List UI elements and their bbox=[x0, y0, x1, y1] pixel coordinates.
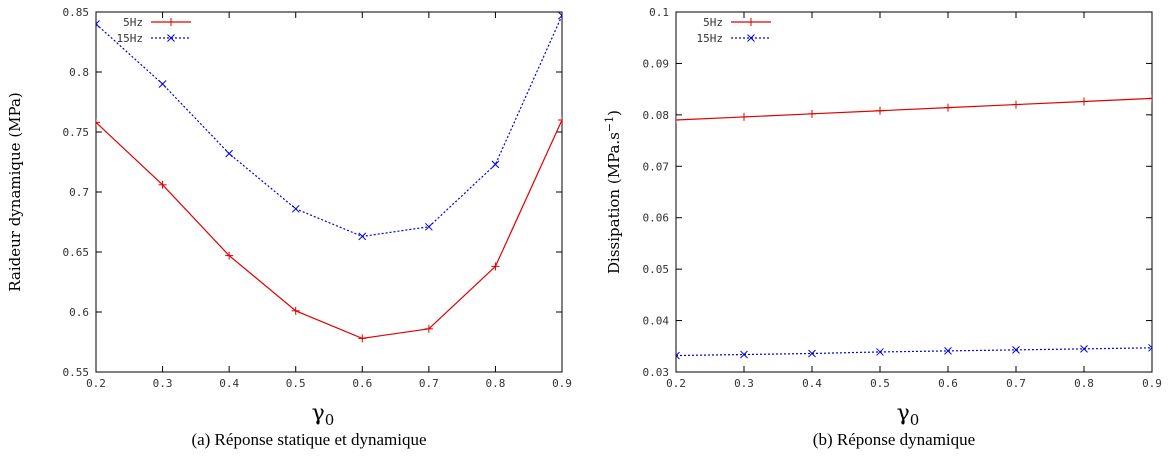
chart-b-point-15Hz bbox=[876, 348, 884, 356]
chart-a-plot-frame bbox=[95, 11, 563, 373]
chart-a-series-5Hz bbox=[96, 116, 562, 343]
chart-b-xtick-label: 0.4 bbox=[802, 377, 822, 390]
chart-a-point-5Hz bbox=[491, 262, 500, 271]
chart-b-series-5Hz bbox=[676, 94, 1152, 124]
chart-a-line-5Hz bbox=[96, 119, 562, 340]
chart-a-point-5Hz bbox=[96, 118, 100, 127]
chart-a-series-15Hz bbox=[96, 12, 562, 241]
chart-b-point-15Hz bbox=[1148, 343, 1152, 352]
chart-a-xtick-label: 0.8 bbox=[485, 377, 505, 390]
chart-a-ytick-label: 0.75 bbox=[63, 126, 90, 139]
chart-b-line-15Hz bbox=[676, 347, 1152, 357]
chart-raideur-dynamique: 0.2 0.3 0.4 0.5 0.6 0.7 0.8 0.9 0.55 0.6 0.65 0.7 0.… bbox=[6, 6, 572, 449]
chart-a-point-15Hz bbox=[491, 160, 500, 169]
chart-a-point-15Hz bbox=[558, 12, 562, 20]
chart-b-xtick-label: 0.8 bbox=[1074, 377, 1094, 390]
chart-a-ytick-label: 0.7 bbox=[69, 186, 89, 199]
chart-a-xtick-label: 0.5 bbox=[286, 377, 306, 390]
chart-a-ytick-label: 0.6 bbox=[69, 306, 89, 319]
chart-b-ytick-label: 0.08 bbox=[643, 109, 670, 122]
chart-b-ytick-label: 0.09 bbox=[643, 57, 670, 70]
chart-b-ytick-label: 0.03 bbox=[643, 366, 670, 379]
chart-a-xtick-label: 0.6 bbox=[352, 377, 372, 390]
chart-b-point-5Hz bbox=[1080, 97, 1088, 106]
chart-a-legend-marker-5Hz bbox=[167, 18, 175, 26]
chart-a-point-15Hz bbox=[358, 232, 367, 241]
chart-b-xlabel: γ0 bbox=[897, 401, 920, 429]
chart-b-legend-marker-5Hz bbox=[747, 18, 755, 26]
chart-b-ytick-label: 0.1 bbox=[649, 6, 669, 19]
chart-a-point-15Hz bbox=[291, 204, 300, 213]
chart-a-xtick-label: 0.7 bbox=[419, 377, 439, 390]
chart-b-svg: 0.2 0.3 0.4 0.5 0.6 0.7 0.8 0.9 0.03 0.04 0.05 0.06… bbox=[603, 6, 1162, 449]
chart-a-legend-label-15Hz: 15Hz bbox=[117, 32, 144, 45]
chart-a-ylabel: Raideur dynamique (MPa) bbox=[6, 92, 24, 292]
chart-a-point-15Hz bbox=[225, 149, 233, 158]
chart-b-point-5Hz bbox=[676, 116, 680, 124]
chart-a-point-15Hz bbox=[96, 20, 100, 28]
chart-a-ytick-label: 0.85 bbox=[63, 6, 90, 19]
chart-b-point-15Hz bbox=[1012, 346, 1020, 354]
chart-b-ytick-label: 0.05 bbox=[643, 263, 670, 276]
chart-b-xtick-label: 0.6 bbox=[938, 377, 958, 390]
chart-a-svg: 0.2 0.3 0.4 0.5 0.6 0.7 0.8 0.9 0.55 0.6 0.65 0.7 0.… bbox=[6, 6, 572, 449]
chart-a-ytick-label: 0.65 bbox=[63, 246, 90, 259]
chart-b-xtick-label: 0.2 bbox=[666, 377, 686, 390]
chart-b-xtick-label: 0.9 bbox=[1142, 377, 1162, 390]
chart-a-ytick-label: 0.55 bbox=[63, 366, 90, 379]
chart-b-point-5Hz bbox=[740, 112, 748, 121]
chart-a-point-5Hz bbox=[158, 180, 167, 189]
chart-dissipation: 0.2 0.3 0.4 0.5 0.6 0.7 0.8 0.9 0.03 0.04 0.05 0.06… bbox=[586, 0, 1172, 463]
chart-b-legend-label-5Hz: 5Hz bbox=[703, 16, 723, 29]
chart-b-point-15Hz bbox=[676, 351, 680, 360]
chart-a-point-15Hz bbox=[158, 80, 167, 88]
chart-b-legend-label-15Hz: 15Hz bbox=[697, 32, 724, 45]
chart-b-series-15Hz bbox=[676, 343, 1152, 360]
chart-a-xlabel: γ0 bbox=[312, 401, 335, 429]
chart-a-xtick-label: 0.9 bbox=[552, 377, 572, 390]
chart-a-point-5Hz bbox=[291, 306, 300, 315]
chart-b-point-15Hz bbox=[1080, 345, 1088, 353]
chart-a-xtick-label: 0.3 bbox=[153, 377, 173, 390]
chart-b-point-5Hz bbox=[1012, 100, 1020, 109]
chart-a-ytick-label: 0.8 bbox=[69, 66, 89, 79]
chart-a-legend-marker-15Hz bbox=[167, 34, 175, 42]
chart-b-ytick-label: 0.07 bbox=[643, 160, 670, 173]
chart-b-line-5Hz bbox=[676, 97, 1152, 121]
chart-b-point-5Hz bbox=[1148, 94, 1152, 103]
chart-a-point-5Hz bbox=[225, 251, 234, 260]
chart-a-caption: (a) Réponse statique et dynamique bbox=[191, 430, 426, 449]
chart-b-ytick-label: 0.06 bbox=[643, 212, 670, 225]
chart-a-legend-label-5Hz: 5Hz bbox=[123, 16, 143, 29]
chart-b-point-5Hz bbox=[944, 103, 952, 112]
chart-b-ytick-label: 0.04 bbox=[643, 315, 670, 328]
chart-b-point-15Hz bbox=[808, 349, 816, 358]
chart-a-point-5Hz bbox=[558, 116, 562, 124]
chart-b-legend-marker-15Hz bbox=[747, 34, 755, 42]
chart-b-point-15Hz bbox=[944, 347, 952, 355]
chart-a-point-5Hz bbox=[358, 334, 367, 343]
chart-a-point-5Hz bbox=[424, 324, 433, 333]
chart-b-point-15Hz bbox=[740, 350, 748, 359]
chart-b-ylabel: Dissipation (MPa.s−1) bbox=[603, 110, 623, 274]
chart-b-xtick-label: 0.5 bbox=[870, 377, 890, 390]
chart-b-xtick-label: 0.7 bbox=[1006, 377, 1026, 390]
chart-a-line-15Hz bbox=[96, 15, 562, 238]
chart-a-point-15Hz bbox=[425, 222, 433, 231]
chart-a-xtick-label: 0.4 bbox=[219, 377, 239, 390]
chart-b-point-5Hz bbox=[808, 109, 816, 118]
chart-b-caption: (b) Réponse dynamique bbox=[813, 430, 975, 449]
chart-b-xtick-label: 0.3 bbox=[734, 377, 754, 390]
chart-b-plot-frame bbox=[675, 11, 1153, 373]
chart-a-xtick-label: 0.2 bbox=[86, 377, 106, 390]
chart-b-point-5Hz bbox=[876, 106, 884, 115]
